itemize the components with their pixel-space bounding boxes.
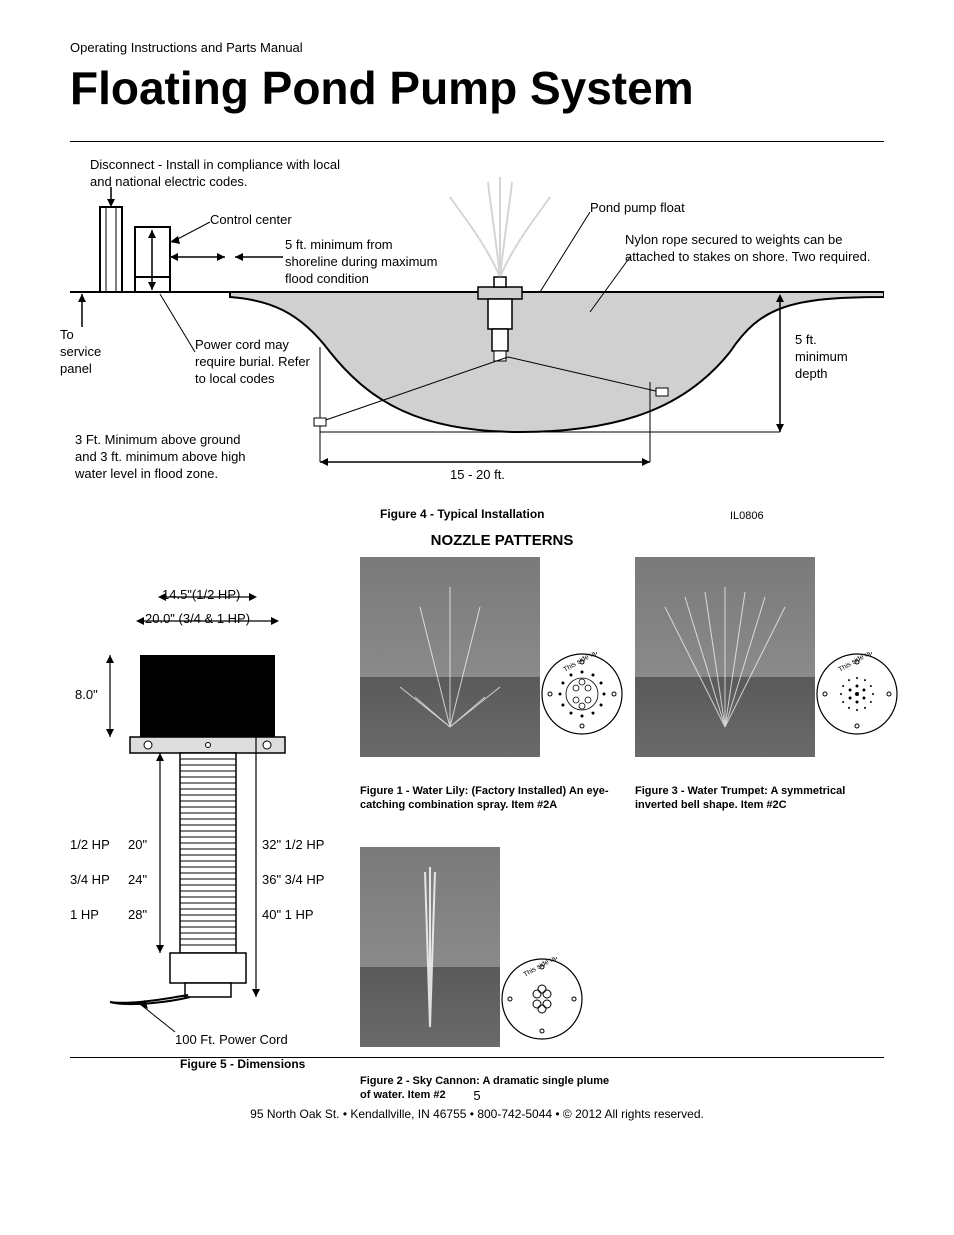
label-3ft: 3 Ft. Minimum above ground and 3 ft. min… [75, 432, 255, 483]
sky-cannon-spray-icon [360, 847, 500, 1047]
svg-text:This side up: This side up [523, 957, 559, 979]
figure1-photo [360, 557, 540, 757]
water-trumpet-spray-icon [635, 557, 815, 757]
label-disconnect: Disconnect - Install in compliance with … [90, 157, 350, 191]
label-service-panel: To service panel [60, 327, 115, 378]
label-span: 15 - 20 ft. [450, 467, 505, 484]
row3-long: 40" 1 HP [262, 907, 314, 922]
figure1-caption: Figure 1 - Water Lily: (Factory Installe… [360, 785, 610, 813]
footer-address: 95 North Oak St. • Kendallville, IN 4675… [70, 1107, 884, 1121]
label-depth: 5 ft. minimum depth [795, 332, 865, 383]
rule-top [70, 141, 884, 142]
dim-width-half: 14.5"(1/2 HP) [162, 587, 240, 602]
patterns-section: 14.5"(1/2 HP) 20.0" (3/4 & 1 HP) 8.0" 1/… [70, 557, 884, 1097]
il-code: IL0806 [730, 509, 764, 523]
figure5-caption: Figure 5 - Dimensions [180, 1057, 305, 1071]
figure3-photo [635, 557, 815, 757]
water-lily-spray-icon [360, 557, 540, 757]
row2-hp: 3/4 HP [70, 872, 110, 887]
dim-height: 8.0" [75, 687, 98, 702]
figure2-caption: Figure 2 - Sky Cannon: A dramatic single… [360, 1075, 610, 1103]
dim-width-big: 20.0" (3/4 & 1 HP) [145, 611, 250, 626]
nozzle-diagram-1: This side up [540, 652, 625, 742]
page-title: Floating Pond Pump System [70, 65, 884, 111]
label-shoreline: 5 ft. minimum from shoreline during maxi… [285, 237, 445, 288]
row3-short: 28" [128, 907, 147, 922]
label-control-center: Control center [210, 212, 292, 229]
nozzle-patterns-heading: NOZZLE PATTERNS [120, 532, 884, 549]
figure3-caption: Figure 3 - Water Trumpet: A symmetrical … [635, 785, 885, 813]
nozzle-diagram-3: This side up [815, 652, 900, 742]
dim-svg [70, 577, 350, 1067]
nozzle-diagram-2: This side up [500, 957, 585, 1047]
side-up-text: This side up [563, 652, 599, 674]
figure3-block [635, 557, 815, 757]
row1-long: 32" 1/2 HP [262, 837, 324, 852]
svg-text:This side up: This side up [838, 652, 874, 674]
figure1-block [360, 557, 540, 757]
label-power-cord: Power cord may require burial. Refer to … [195, 337, 315, 388]
dimensions-diagram: 14.5"(1/2 HP) 20.0" (3/4 & 1 HP) 8.0" 1/… [70, 577, 350, 1072]
row2-long: 36" 3/4 HP [262, 872, 324, 887]
installation-diagram: Disconnect - Install in compliance with … [70, 152, 884, 522]
figure4-caption: Figure 4 - Typical Installation [380, 507, 544, 523]
row3-hp: 1 HP [70, 907, 99, 922]
figure2-block [360, 847, 500, 1047]
row2-short: 24" [128, 872, 147, 887]
row1-hp: 1/2 HP [70, 837, 110, 852]
label-pond-float: Pond pump float [590, 200, 685, 217]
header-subtitle: Operating Instructions and Parts Manual [70, 40, 884, 55]
figure2-photo [360, 847, 500, 1047]
label-nylon-rope: Nylon rope secured to weights can be att… [625, 232, 875, 266]
row1-short: 20" [128, 837, 147, 852]
dim-cord: 100 Ft. Power Cord [175, 1032, 288, 1047]
